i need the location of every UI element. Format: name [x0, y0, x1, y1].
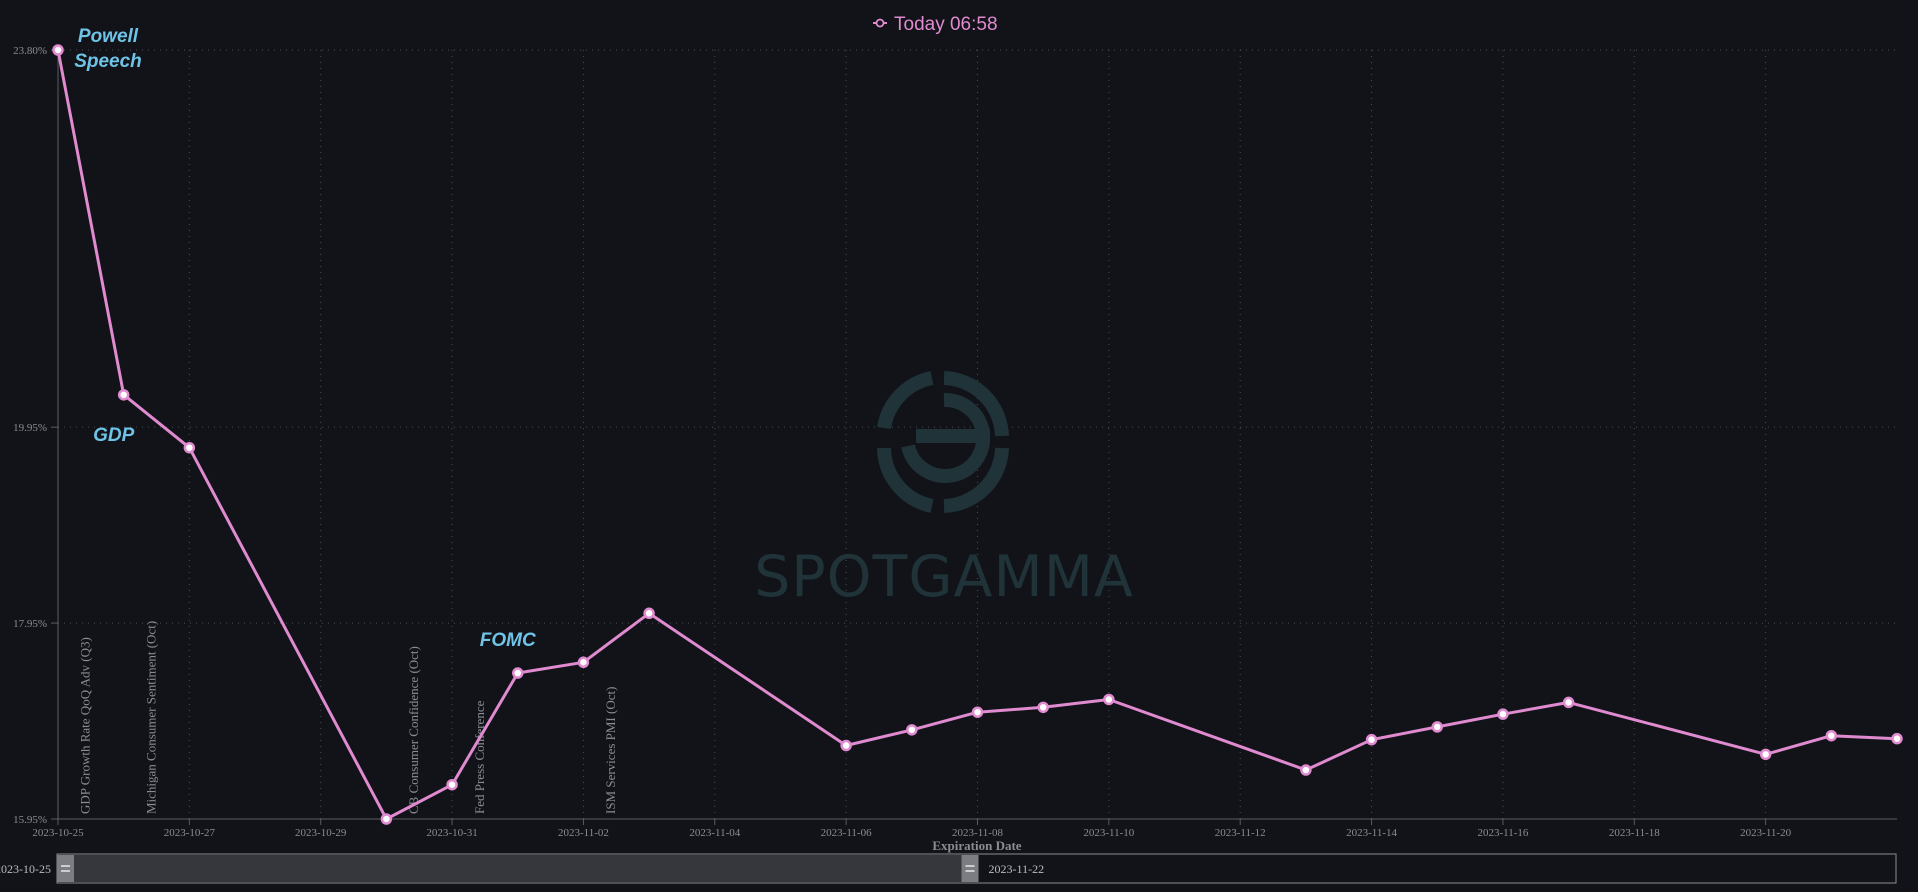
event-label: CB Consumer Confidence (Oct)	[406, 646, 421, 814]
legend[interactable]: Today 06:58	[873, 14, 998, 35]
y-tick-label: 17.95%	[13, 618, 47, 630]
watermark-brand-text: SPOTGAMMA	[754, 544, 1134, 610]
y-tick-label: 19.95%	[13, 422, 47, 434]
zoom-handle-left[interactable]	[57, 855, 74, 882]
zoom-end-label: 2023-11-22	[989, 862, 1045, 876]
x-tick-label: 2023-10-31	[426, 827, 477, 839]
event-label: ISM Services PMI (Oct)	[603, 687, 618, 814]
data-point	[643, 607, 655, 620]
annotation-label: FOMC	[480, 630, 536, 651]
data-point	[117, 389, 130, 401]
x-tick-label: 2023-11-04	[689, 827, 740, 839]
data-point	[1891, 732, 1903, 745]
data-point	[1037, 701, 1049, 714]
data-point	[840, 739, 852, 752]
x-tick-label: 2023-10-27	[164, 827, 216, 839]
spotgamma-logo-icon	[877, 371, 1009, 513]
x-tick-label: 2023-11-02	[558, 827, 609, 839]
data-point	[1497, 708, 1509, 720]
data-point	[1365, 733, 1378, 746]
x-tick-label: 2023-11-16	[1477, 827, 1528, 839]
data-point	[971, 706, 984, 718]
data-point	[512, 667, 524, 679]
x-axis-title: Expiration Date	[932, 838, 1021, 853]
x-tick-label: 2023-11-20	[1740, 827, 1791, 839]
annotations: Powell Speech GDP FOMC	[74, 26, 536, 651]
data-point	[1300, 764, 1312, 776]
y-tick-label: 23.80%	[13, 45, 47, 57]
x-tick-label: 2023-11-08	[952, 827, 1003, 839]
data-point	[1759, 748, 1772, 761]
x-tick-label: 2023-11-14	[1346, 827, 1397, 839]
x-tick-label: 2023-11-06	[821, 827, 872, 839]
x-tick-label: 2023-10-29	[295, 827, 347, 839]
axes: 23.80% 19.95% 17.95% 15.95%2023-10-25 2023-1…	[13, 45, 1897, 839]
data-point	[1103, 693, 1115, 706]
event-labels: GDP Growth Rate QoQ Adv (Q3) Michigan Con…	[78, 621, 618, 814]
x-tick-label: 2023-10-25	[32, 827, 84, 839]
data-point	[183, 441, 196, 454]
zoom-slider[interactable]: 2023-10-25 2023-11-22	[0, 853, 1897, 884]
data-point	[380, 813, 393, 825]
data-point	[1431, 721, 1443, 733]
data-point	[1562, 696, 1575, 709]
zoom-start-label: 2023-10-25	[0, 862, 51, 876]
x-tick-label: 2023-11-18	[1609, 827, 1660, 839]
x-tick-label: 2023-11-10	[1083, 827, 1134, 839]
event-label: GDP Growth Rate QoQ Adv (Q3)	[78, 637, 93, 814]
data-point	[906, 724, 918, 736]
event-label: Michigan Consumer Sentiment (Oct)	[143, 621, 158, 814]
event-label: Fed Press Conference	[472, 700, 487, 814]
data-point	[1825, 729, 1838, 742]
data-point	[446, 778, 458, 791]
series-today	[52, 44, 1903, 825]
zoom-selected-range[interactable]	[66, 855, 962, 882]
legend-marker-icon	[875, 18, 885, 28]
zoom-handle-right[interactable]	[961, 855, 979, 882]
annotation-label: GDP	[93, 425, 135, 446]
spotgamma-watermark: SPOTGAMMA	[754, 371, 1134, 610]
y-tick-label: 15.95%	[13, 814, 47, 826]
legend-series-label: Today 06:58	[894, 14, 998, 35]
data-point	[577, 656, 590, 669]
annotation-label: Powell Speech	[74, 26, 142, 72]
x-tick-label: 2023-11-12	[1215, 827, 1266, 839]
data-point	[52, 44, 64, 56]
